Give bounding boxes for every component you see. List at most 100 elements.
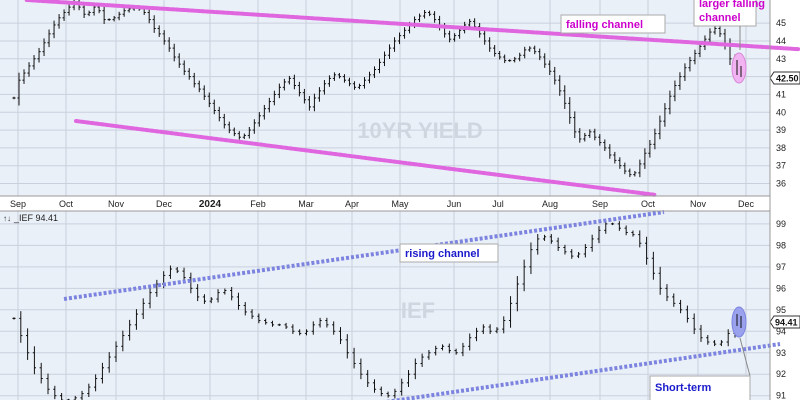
yield-price-bar (613, 151, 617, 164)
yield-price-bar (202, 85, 206, 100)
yield-price-bar (312, 93, 317, 112)
yield-price-bar (548, 60, 552, 76)
yield-price-bar (628, 168, 632, 178)
yield-price-bar (87, 10, 91, 17)
yield-price-bar (633, 170, 637, 177)
ief-price-bar (284, 322, 288, 329)
yield-price-bar (698, 42, 702, 58)
ief-price-bar (60, 393, 64, 400)
ief-y-tick-label: 92 (776, 369, 786, 379)
ief-price-bar (556, 237, 560, 251)
ief-price-bar (461, 342, 465, 357)
yield-price-bar (553, 66, 557, 85)
yield-price-bar (267, 97, 271, 113)
ief-price-bar (366, 370, 370, 388)
x-tick-label: Mar (298, 199, 314, 209)
yield-price-bar (157, 25, 161, 37)
svg-text:channel: channel (699, 12, 741, 24)
yield-price-bar (453, 33, 457, 42)
ief-price-bar (277, 323, 281, 327)
ief-price-bar (128, 319, 132, 341)
ief-price-bar (427, 350, 431, 360)
ief-price-bar (393, 388, 397, 399)
yield-price-bar (673, 80, 677, 102)
ief-price-bar (406, 370, 411, 388)
ief-last-value-tag: 94.41 (769, 315, 800, 329)
ief-price-bar (631, 230, 635, 237)
yield-price-bar (683, 63, 687, 81)
ief-price-bar (678, 299, 683, 314)
x-tick-label: Aug (542, 199, 558, 209)
ief-y-tick-label: 99 (776, 219, 786, 229)
yield-price-bar (518, 52, 522, 62)
yield-watermark: 10YR YIELD (357, 118, 483, 143)
yield-price-bar (317, 87, 322, 102)
date-axis-band (0, 196, 800, 211)
yield-price-bar (693, 49, 697, 65)
ief-price-bar (46, 373, 50, 395)
ief-price-bar (644, 236, 649, 265)
ief-price-bar (114, 341, 118, 362)
yield-price-bar (623, 162, 627, 175)
yield-price-bar (387, 44, 392, 59)
yield-price-bar (663, 103, 667, 127)
yield-last-value-tag: 42.50 (769, 71, 800, 85)
ief-price-bar (243, 302, 247, 316)
ief-price-bar (536, 233, 540, 255)
yield-y-tick-label: 44 (776, 36, 786, 46)
lower-falling-channel-line (74, 119, 658, 197)
x-tick-label: Apr (345, 199, 359, 209)
yield-price-bar (62, 9, 66, 21)
yield-price-bar (448, 30, 452, 43)
yield-last-bar-highlight (731, 52, 747, 84)
ief-price-bar (454, 348, 458, 355)
ief-price-bar (304, 329, 309, 336)
yield-price-bar (292, 74, 296, 90)
yield-price-bar (322, 80, 327, 95)
ief-price-bar (352, 347, 356, 369)
yield-price-bar (618, 157, 622, 169)
ief-price-bar (549, 234, 553, 244)
ief-price-bar (726, 329, 730, 347)
yield-price-bar (347, 77, 352, 87)
ief-price-bars (12, 220, 737, 400)
yield-price-bar (207, 92, 211, 108)
ief-price-bar (338, 327, 343, 345)
yield-price-bar (122, 8, 126, 17)
short-term-callout: Short-term ... (649, 337, 751, 400)
svg-text:...: ... (655, 395, 664, 400)
yield-price-bar (583, 132, 587, 142)
svg-text:larger falling: larger falling (699, 0, 765, 10)
yield-y-tick-label: 39 (776, 125, 786, 135)
yield-price-bar (402, 27, 407, 39)
yield-price-bar (307, 96, 312, 111)
yield-price-bar (432, 11, 437, 23)
yield-price-bar (152, 15, 156, 33)
rising-channel-upper-line (63, 210, 665, 301)
ief-price-bar (597, 226, 601, 244)
yield-price-bar (608, 144, 612, 159)
ief-price-bar (264, 318, 268, 325)
x-tick-label: May (391, 199, 409, 209)
ief-price-bar (685, 305, 689, 323)
yield-price-bar (52, 20, 56, 39)
ief-price-bar (502, 316, 506, 334)
ief-price-bar (216, 289, 220, 303)
yield-price-bar (483, 30, 487, 45)
yield-price-bar (297, 81, 301, 97)
ief-price-bar (658, 266, 662, 295)
yield-price-bar (653, 128, 657, 150)
yield-price-bar (367, 71, 372, 84)
yield-price-bar (658, 115, 662, 140)
yield-price-bar (422, 9, 427, 19)
yield-price-bar (282, 78, 286, 91)
ief-price-bar (230, 287, 234, 301)
ief-y-tick-label: 96 (776, 283, 786, 293)
yield-price-bar (573, 111, 577, 139)
ief-price-bar (386, 391, 390, 398)
yield-price-bar (197, 80, 201, 93)
ief-price-bar (141, 298, 145, 320)
ief-y-tick-label: 93 (776, 348, 786, 358)
yield-price-bar (42, 38, 46, 57)
ief-price-bar (250, 309, 254, 319)
